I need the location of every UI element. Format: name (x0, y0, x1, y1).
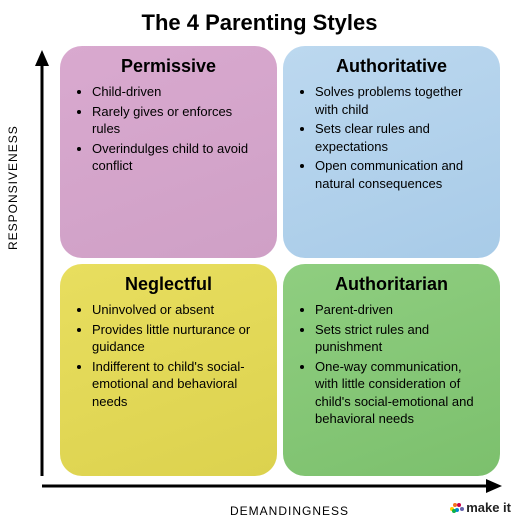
quadrant-neglectful: Neglectful Uninvolved or absent Provides… (60, 264, 277, 476)
bullet: Sets clear rules and expectations (315, 120, 486, 155)
page-title: The 4 Parenting Styles (0, 0, 519, 42)
quadrant-bullets: Uninvolved or absent Provides little nur… (74, 301, 263, 410)
y-axis-label: RESPONSIVENESS (6, 125, 20, 250)
quadrant-bullets: Solves problems together with child Sets… (297, 83, 486, 192)
quadrant-bullets: Child-driven Rarely gives or enforces ru… (74, 83, 263, 175)
bullet: Indifferent to child's social-emotional … (92, 358, 263, 411)
x-axis-label: DEMANDINGNESS (0, 504, 519, 518)
y-axis-arrow-icon (32, 50, 52, 476)
bullet: Rarely gives or enforces rules (92, 103, 263, 138)
quadrant-chart: Permissive Child-driven Rarely gives or … (60, 46, 500, 476)
bullet: Open communication and natural consequen… (315, 157, 486, 192)
quadrant-authoritarian: Authoritarian Parent-driven Sets strict … (283, 264, 500, 476)
bullet: One-way communication, with little consi… (315, 358, 486, 428)
x-axis-arrow-icon (42, 476, 502, 496)
quadrant-title: Authoritative (297, 56, 486, 77)
nbc-peacock-icon (450, 501, 464, 516)
bullet: Overindulges child to avoid conflict (92, 140, 263, 175)
bullet: Parent-driven (315, 301, 486, 319)
quadrant-title: Neglectful (74, 274, 263, 295)
bullet: Provides little nurturance or guidance (92, 321, 263, 356)
quadrant-title: Authoritarian (297, 274, 486, 295)
quadrant-permissive: Permissive Child-driven Rarely gives or … (60, 46, 277, 258)
brand-logo: make it (450, 500, 511, 516)
quadrant-bullets: Parent-driven Sets strict rules and puni… (297, 301, 486, 428)
quadrant-grid: Permissive Child-driven Rarely gives or … (60, 46, 500, 476)
bullet: Solves problems together with child (315, 83, 486, 118)
brand-text: make it (466, 500, 511, 515)
quadrant-authoritative: Authoritative Solves problems together w… (283, 46, 500, 258)
quadrant-title: Permissive (74, 56, 263, 77)
bullet: Sets strict rules and punishment (315, 321, 486, 356)
bullet: Uninvolved or absent (92, 301, 263, 319)
bullet: Child-driven (92, 83, 263, 101)
